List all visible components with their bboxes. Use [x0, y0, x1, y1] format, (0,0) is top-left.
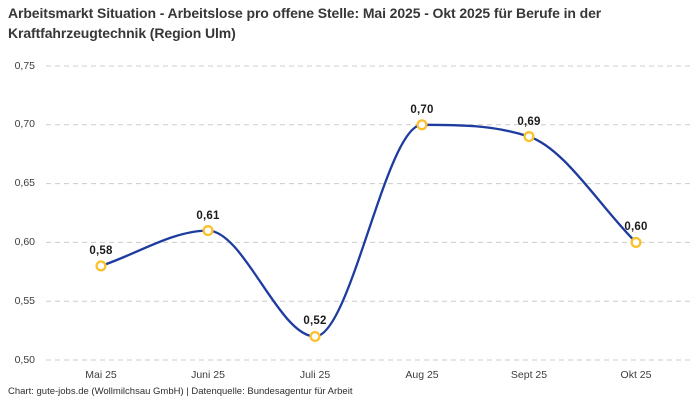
data-point-marker	[416, 119, 428, 131]
data-point-marker	[523, 131, 535, 143]
chart-title: Arbeitsmarkt Situation - Arbeitslose pro…	[8, 5, 602, 41]
data-point-marker	[309, 330, 321, 343]
data-point-marker	[202, 225, 214, 237]
trend-line	[99, 123, 638, 338]
data-point-marker	[95, 260, 107, 272]
chart-source-footer: Chart: gute-jobs.de (Wollmilchsau GmbH) …	[8, 386, 353, 397]
data-point-marker	[630, 236, 642, 248]
